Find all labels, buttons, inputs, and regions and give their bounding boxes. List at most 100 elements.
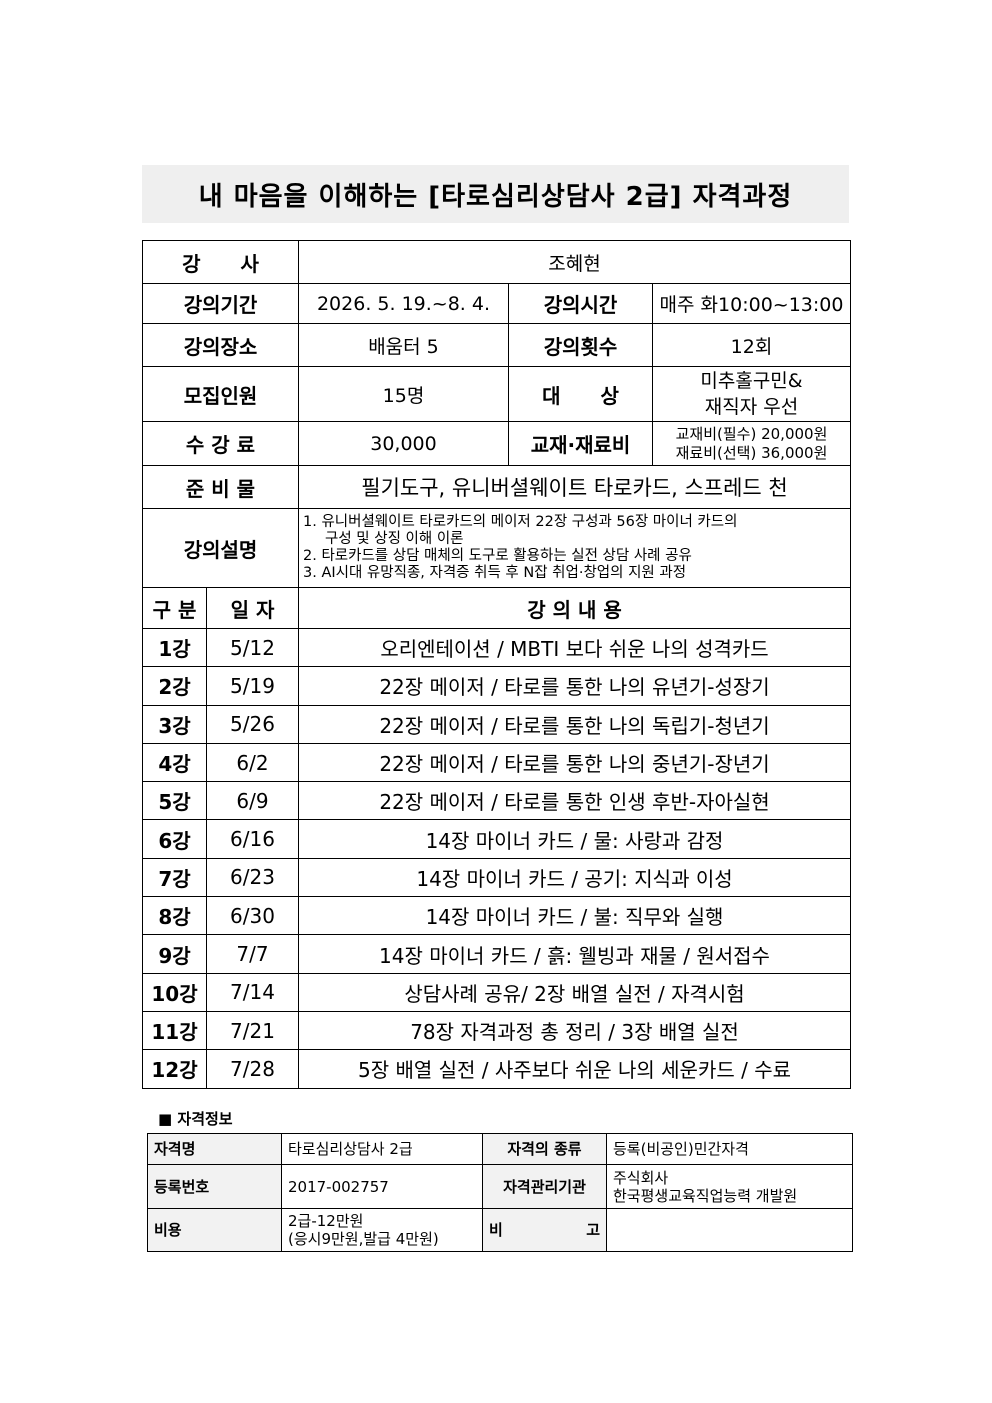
section-title: ■ 자격정보 bbox=[158, 1110, 233, 1128]
schedule-session: 9강 bbox=[142, 934, 207, 974]
schedule-session: 7강 bbox=[142, 857, 207, 898]
reg-number: 2017-002757 bbox=[281, 1164, 483, 1209]
count-value: 12회 bbox=[651, 323, 852, 367]
schedule-session: 1강 bbox=[142, 627, 207, 668]
schedule-row: 1강 5/12 오리엔테이션 / MBTI 보다 쉬운 나의 성격카드 bbox=[142, 627, 852, 668]
schedule-date: 5/26 bbox=[206, 704, 299, 744]
schedule-session: 10강 bbox=[142, 972, 207, 1012]
org-line: 주식회사 bbox=[613, 1168, 669, 1187]
schedule-date: 6/2 bbox=[206, 742, 299, 783]
schedule-session: 3강 bbox=[142, 704, 207, 744]
place-label: 강의장소 bbox=[142, 323, 299, 367]
org-label: 자격관리기관 bbox=[482, 1164, 607, 1209]
cert-type: 등록(비공인)민간자격 bbox=[606, 1133, 853, 1165]
note-value bbox=[606, 1208, 853, 1252]
schedule-date: 7/28 bbox=[206, 1049, 299, 1089]
schedule-session: 2강 bbox=[142, 666, 207, 706]
time-label: 강의시간 bbox=[508, 283, 653, 324]
place-value: 배움터 5 bbox=[298, 323, 509, 367]
schedule-content: 14장 마이너 카드 / 공기: 지식과 이성 bbox=[297, 857, 852, 898]
period-value: 2026. 5. 19.~8. 4. bbox=[298, 283, 509, 324]
schedule-content: 78장 자격과정 총 정리 / 3장 배열 실전 bbox=[297, 1010, 852, 1051]
schedule-date: 6/16 bbox=[206, 819, 299, 859]
desc-line: 3. AI시대 유망직종, 자격증 취득 후 N잡 취업·창업의 지원 과정 bbox=[303, 565, 687, 581]
material-value: 교재비(필수) 20,000원 재료비(선택) 36,000원 bbox=[651, 421, 852, 466]
desc-line: 1. 유니버셜웨이트 타로카드의 메이저 22장 구성과 56장 마이너 카드의 bbox=[303, 514, 738, 530]
schedule-content: 22장 메이저 / 타로를 통한 인생 후반-자아실현 bbox=[297, 781, 852, 821]
prep-value: 필기도구, 유니버셜웨이트 타로카드, 스프레드 천 bbox=[297, 465, 852, 509]
schedule-session: 11강 bbox=[142, 1010, 207, 1051]
instructor-label: 강 사 bbox=[142, 240, 299, 284]
cert-type-label: 자격의 종류 bbox=[482, 1133, 607, 1165]
certificate-info-table: 자격명 타로심리상담사 2급 자격의 종류 등록(비공인)민간자격 등록번호 2017-… bbox=[147, 1133, 853, 1252]
target-value: 미추홀구민& 재직자 우선 bbox=[651, 366, 852, 422]
schedule-content: 상담사례 공유/ 2장 배열 실전 / 자격시험 bbox=[297, 972, 852, 1012]
schedule-session: 6강 bbox=[142, 819, 207, 859]
course-info-table: 강 사 조혜현 강의기간 2026. 5. 19.~8. 4. 강의시간 매주 화10:… bbox=[142, 240, 852, 1089]
schedule-row: 11강 7/21 78장 자격과정 총 정리 / 3장 배열 실전 bbox=[142, 1010, 852, 1051]
cost-line: 2급-12만원 bbox=[288, 1212, 364, 1230]
note-label: 비 고 bbox=[482, 1208, 607, 1252]
schedule-content: 22장 메이저 / 타로를 통한 나의 중년기-장년기 bbox=[297, 742, 852, 783]
schedule-row: 8강 6/30 14장 마이너 카드 / 불: 직무와 실행 bbox=[142, 896, 852, 936]
target-line: 재직자 우선 bbox=[704, 396, 799, 418]
schedule-content: 14장 마이너 카드 / 불: 직무와 실행 bbox=[297, 896, 852, 936]
schedule-date: 7/7 bbox=[206, 934, 299, 974]
schedule-content: 14장 마이너 카드 / 흙: 웰빙과 재물 / 원서접수 bbox=[297, 934, 852, 974]
schedule-row: 12강 7/28 5장 배열 실전 / 사주보다 쉬운 나의 세운카드 / 수료 bbox=[142, 1049, 852, 1089]
cost-line: (응시9만원,발급 4만원) bbox=[288, 1230, 439, 1248]
schedule-content: 5장 배열 실전 / 사주보다 쉬운 나의 세운카드 / 수료 bbox=[297, 1049, 852, 1089]
desc-value: 1. 유니버셜웨이트 타로카드의 메이저 22장 구성과 56장 마이너 카드의… bbox=[297, 508, 852, 588]
org-line: 한국평생교육직업능력 개발원 bbox=[613, 1186, 798, 1205]
period-label: 강의기간 bbox=[142, 283, 299, 324]
cert-name-label: 자격명 bbox=[147, 1133, 282, 1165]
org-value: 주식회사 한국평생교육직업능력 개발원 bbox=[606, 1164, 853, 1209]
fee-label: 수 강 료 bbox=[142, 421, 299, 466]
header-content: 강 의 내 용 bbox=[297, 587, 852, 629]
schedule-content: 오리엔테이션 / MBTI 보다 쉬운 나의 성격카드 bbox=[297, 627, 852, 668]
desc-line: 2. 타로카드를 상담 매체의 도구로 활용하는 실전 상담 사례 공유 bbox=[303, 548, 692, 564]
material-line: 재료비(선택) 36,000원 bbox=[675, 443, 828, 462]
schedule-date: 6/23 bbox=[206, 857, 299, 898]
schedule-session: 8강 bbox=[142, 896, 207, 936]
schedule-date: 5/12 bbox=[206, 627, 299, 668]
schedule-date: 6/30 bbox=[206, 896, 299, 936]
target-line: 미추홀구민& bbox=[700, 370, 803, 392]
schedule-session: 5강 bbox=[142, 781, 207, 821]
schedule-row: 5강 6/9 22장 메이저 / 타로를 통한 인생 후반-자아실현 bbox=[142, 781, 852, 821]
schedule-row: 2강 5/19 22장 메이저 / 타로를 통한 나의 유년기-성장기 bbox=[142, 666, 852, 706]
count-label: 강의횟수 bbox=[508, 323, 653, 367]
schedule-content: 22장 메이저 / 타로를 통한 나의 독립기-청년기 bbox=[297, 704, 852, 744]
schedule-row: 6강 6/16 14장 마이너 카드 / 물: 사랑과 감정 bbox=[142, 819, 852, 859]
prep-label: 준 비 물 bbox=[142, 465, 299, 509]
target-label: 대 상 bbox=[508, 366, 653, 422]
cert-name: 타로심리상담사 2급 bbox=[281, 1133, 483, 1165]
header-date: 일 자 bbox=[206, 587, 299, 629]
page-title: 내 마음을 이해하는 [타로심리상담사 2급] 자격과정 bbox=[142, 165, 849, 223]
capacity-value: 15명 bbox=[298, 366, 509, 422]
time-value: 매주 화10:00~13:00 bbox=[651, 283, 852, 324]
fee-value: 30,000 bbox=[298, 421, 509, 466]
schedule-row: 10강 7/14 상담사례 공유/ 2장 배열 실전 / 자격시험 bbox=[142, 972, 852, 1012]
schedule-content: 14장 마이너 카드 / 물: 사랑과 감정 bbox=[297, 819, 852, 859]
schedule-date: 6/9 bbox=[206, 781, 299, 821]
reg-label: 등록번호 bbox=[147, 1164, 282, 1209]
cost-value: 2급-12만원 (응시9만원,발급 4만원) bbox=[281, 1208, 483, 1252]
material-label: 교재·재료비 bbox=[508, 421, 653, 466]
schedule-row: 9강 7/7 14장 마이너 카드 / 흙: 웰빙과 재물 / 원서접수 bbox=[142, 934, 852, 974]
schedule-row: 7강 6/23 14장 마이너 카드 / 공기: 지식과 이성 bbox=[142, 857, 852, 898]
capacity-label: 모집인원 bbox=[142, 366, 299, 422]
schedule-content: 22장 메이저 / 타로를 통한 나의 유년기-성장기 bbox=[297, 666, 852, 706]
schedule-row: 3강 5/26 22장 메이저 / 타로를 통한 나의 독립기-청년기 bbox=[142, 704, 852, 744]
material-line: 교재비(필수) 20,000원 bbox=[675, 424, 828, 443]
schedule-session: 12강 bbox=[142, 1049, 207, 1089]
cost-label: 비용 bbox=[147, 1208, 282, 1252]
schedule-session: 4강 bbox=[142, 742, 207, 783]
schedule-row: 4강 6/2 22장 메이저 / 타로를 통한 나의 중년기-장년기 bbox=[142, 742, 852, 783]
instructor-value: 조혜현 bbox=[297, 240, 852, 284]
schedule-date: 5/19 bbox=[206, 666, 299, 706]
header-session: 구 분 bbox=[142, 587, 207, 629]
schedule-date: 7/21 bbox=[206, 1010, 299, 1051]
desc-label: 강의설명 bbox=[142, 508, 299, 588]
